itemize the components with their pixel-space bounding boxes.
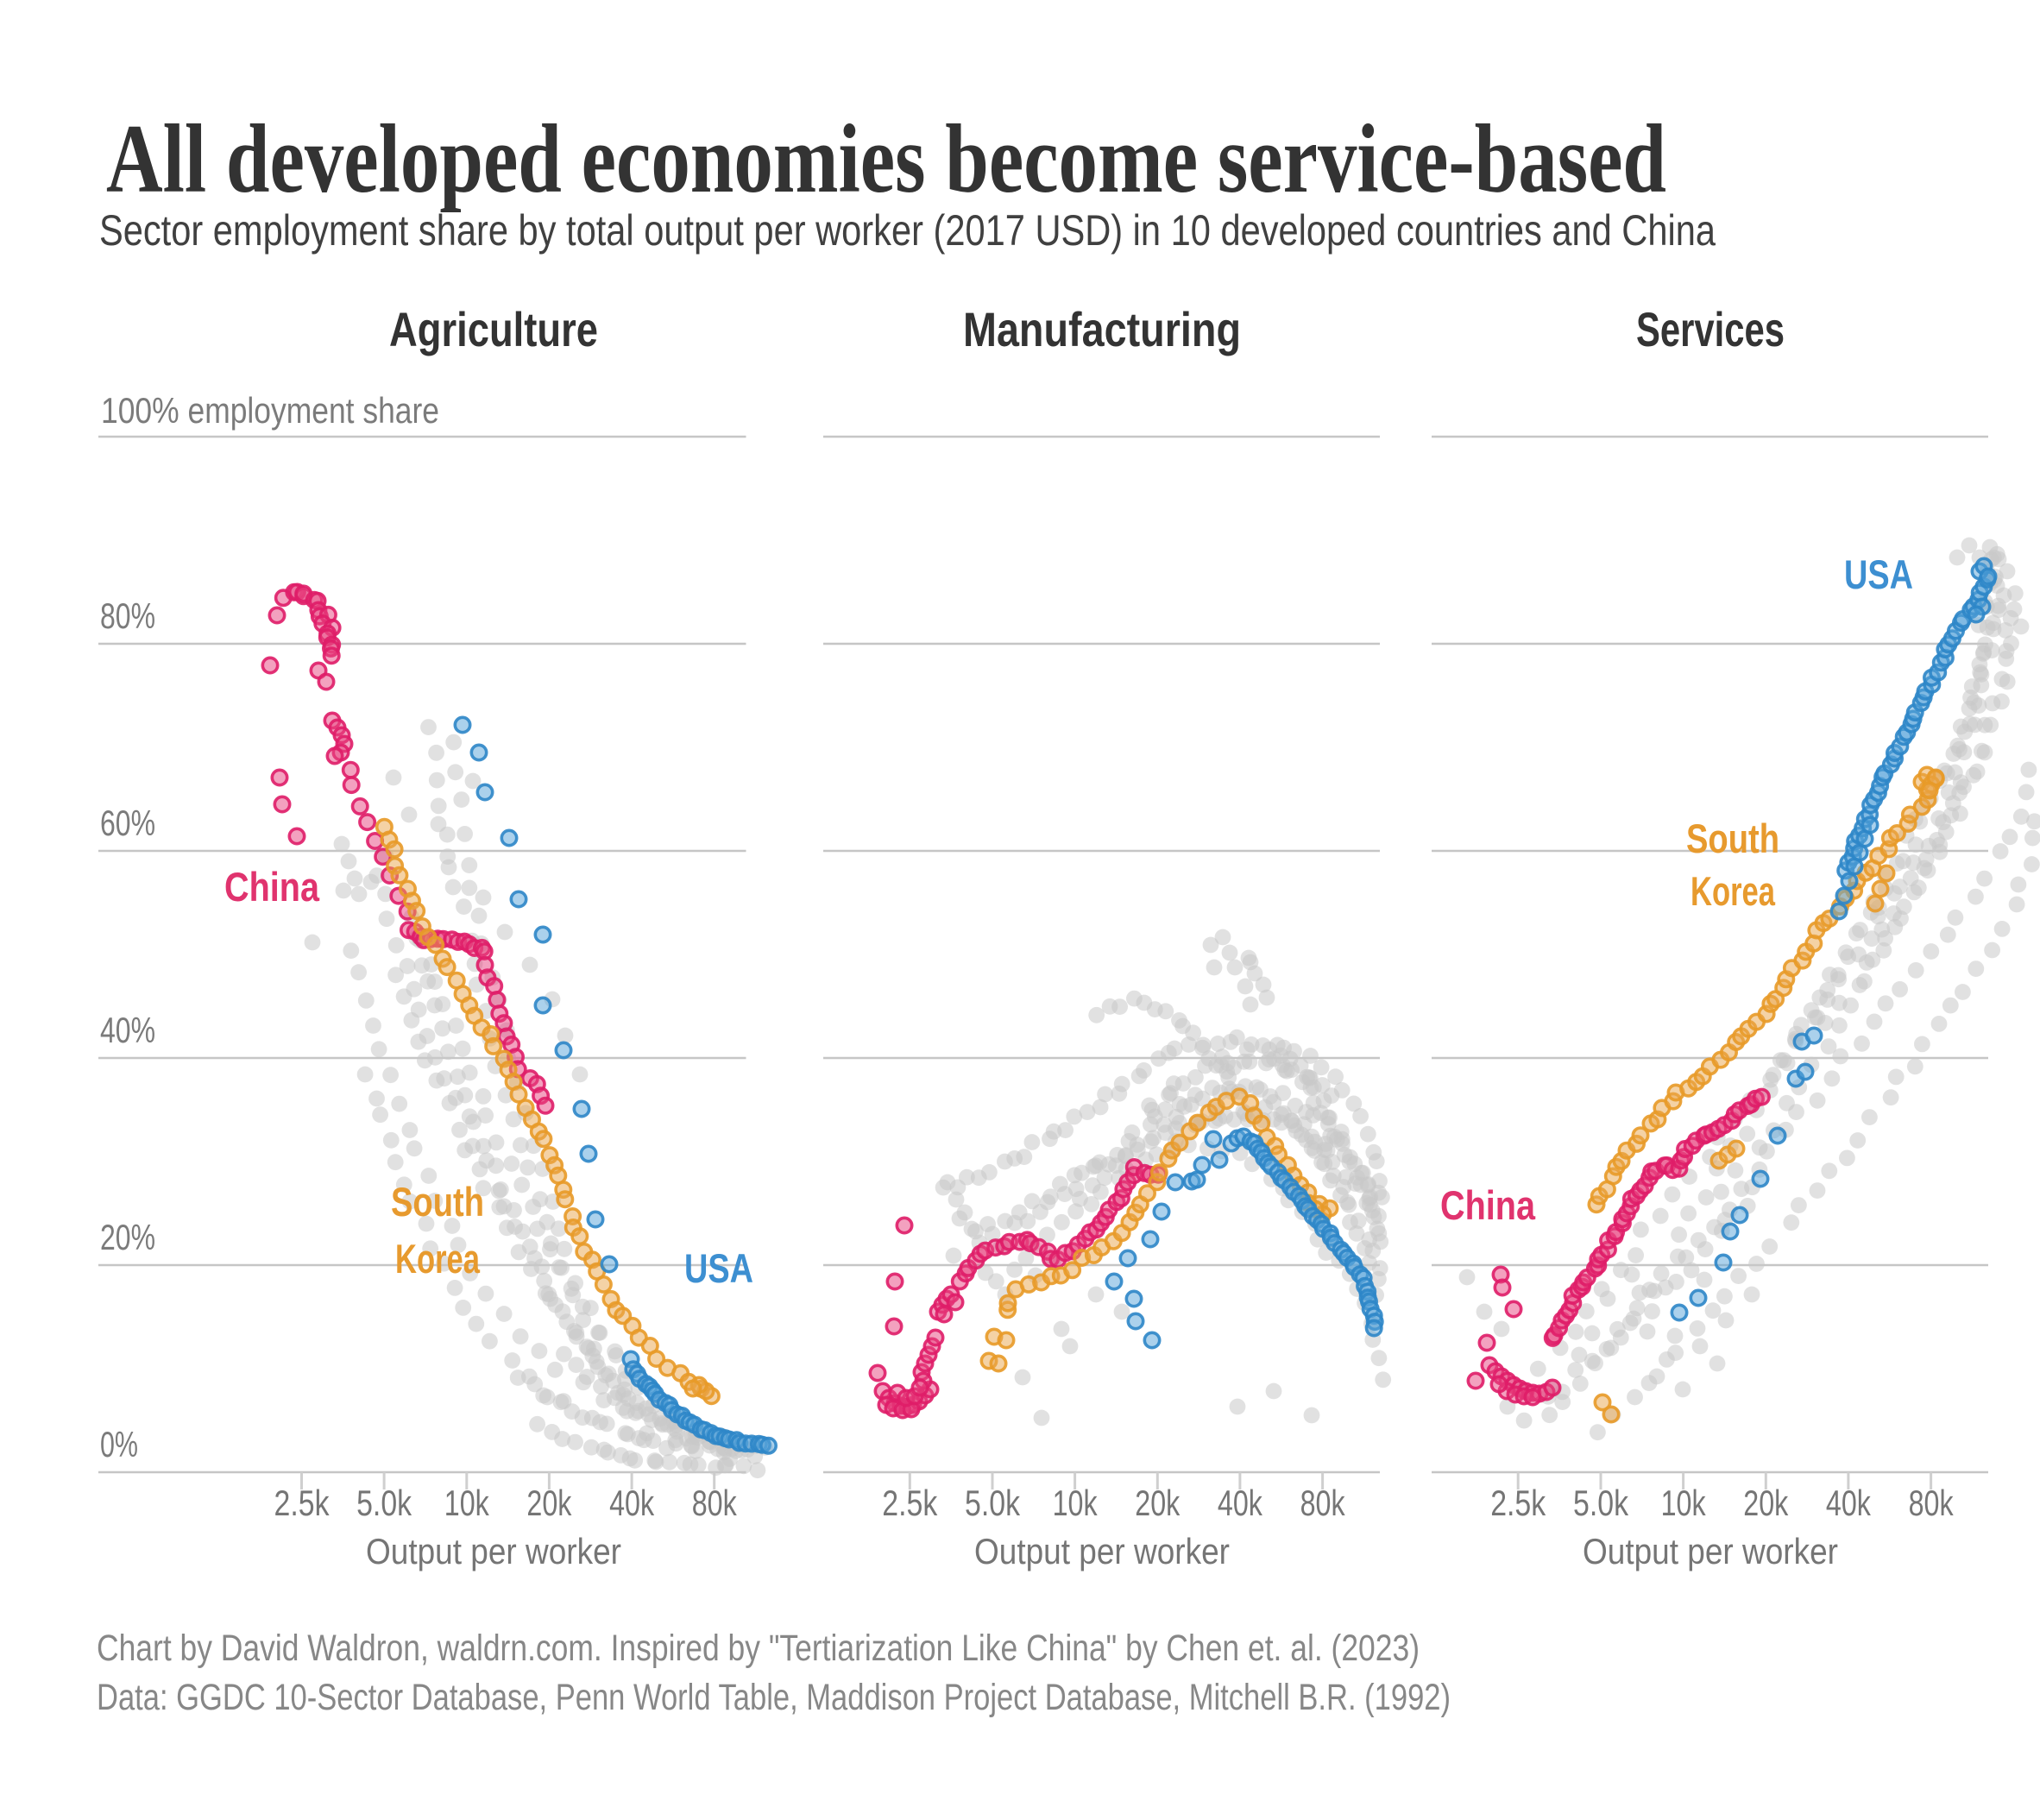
svg-text:Output per worker: Output per worker (974, 1531, 1230, 1571)
svg-text:USA: USA (684, 1245, 753, 1291)
svg-text:0%: 0% (100, 1424, 138, 1464)
svg-text:Services: Services (1636, 302, 1785, 356)
svg-text:40k: 40k (1826, 1483, 1872, 1523)
svg-text:Sector employment share by tot: Sector employment share by total output … (99, 206, 1716, 255)
svg-text:China: China (224, 864, 320, 910)
svg-text:2.5k: 2.5k (1490, 1483, 1546, 1523)
svg-text:South: South (391, 1179, 484, 1225)
svg-text:2.5k: 2.5k (882, 1483, 938, 1523)
svg-text:Chart by David Waldron, waldrn: Chart by David Waldron, waldrn.com. Insp… (97, 1628, 1420, 1669)
svg-text:60%: 60% (100, 803, 155, 843)
svg-text:40%: 40% (100, 1010, 155, 1050)
svg-text:20k: 20k (1135, 1483, 1181, 1523)
svg-text:20k: 20k (526, 1483, 572, 1523)
svg-text:Korea: Korea (395, 1236, 481, 1282)
svg-text:China: China (1440, 1182, 1536, 1228)
svg-text:80k: 80k (1300, 1483, 1346, 1523)
svg-text:20%: 20% (100, 1217, 155, 1257)
svg-text:10k: 10k (1661, 1483, 1707, 1523)
svg-text:All developed economies become: All developed economies become service-b… (106, 105, 1666, 213)
svg-text:Output per worker: Output per worker (1583, 1531, 1838, 1571)
svg-text:80k: 80k (692, 1483, 738, 1523)
svg-text:5.0k: 5.0k (1573, 1483, 1629, 1523)
svg-text:20k: 20k (1743, 1483, 1789, 1523)
svg-text:100% employment share: 100% employment share (101, 390, 439, 431)
svg-text:80k: 80k (1909, 1483, 1955, 1523)
svg-text:5.0k: 5.0k (965, 1483, 1021, 1523)
svg-text:5.0k: 5.0k (356, 1483, 412, 1523)
svg-text:USA: USA (1844, 551, 1913, 597)
svg-text:Data: GGDC 10-Sector Database,: Data: GGDC 10-Sector Database, Penn Worl… (97, 1677, 1451, 1718)
svg-text:Manufacturing: Manufacturing (963, 302, 1241, 356)
svg-text:10k: 10k (1053, 1483, 1099, 1523)
svg-text:40k: 40k (609, 1483, 655, 1523)
svg-text:40k: 40k (1218, 1483, 1263, 1523)
svg-text:80%: 80% (100, 595, 155, 636)
svg-text:2.5k: 2.5k (274, 1483, 331, 1523)
svg-text:Korea: Korea (1691, 868, 1776, 914)
svg-text:Agriculture: Agriculture (389, 302, 598, 356)
svg-text:South: South (1686, 816, 1779, 861)
svg-text:Output per worker: Output per worker (366, 1531, 621, 1571)
svg-text:10k: 10k (444, 1483, 490, 1523)
